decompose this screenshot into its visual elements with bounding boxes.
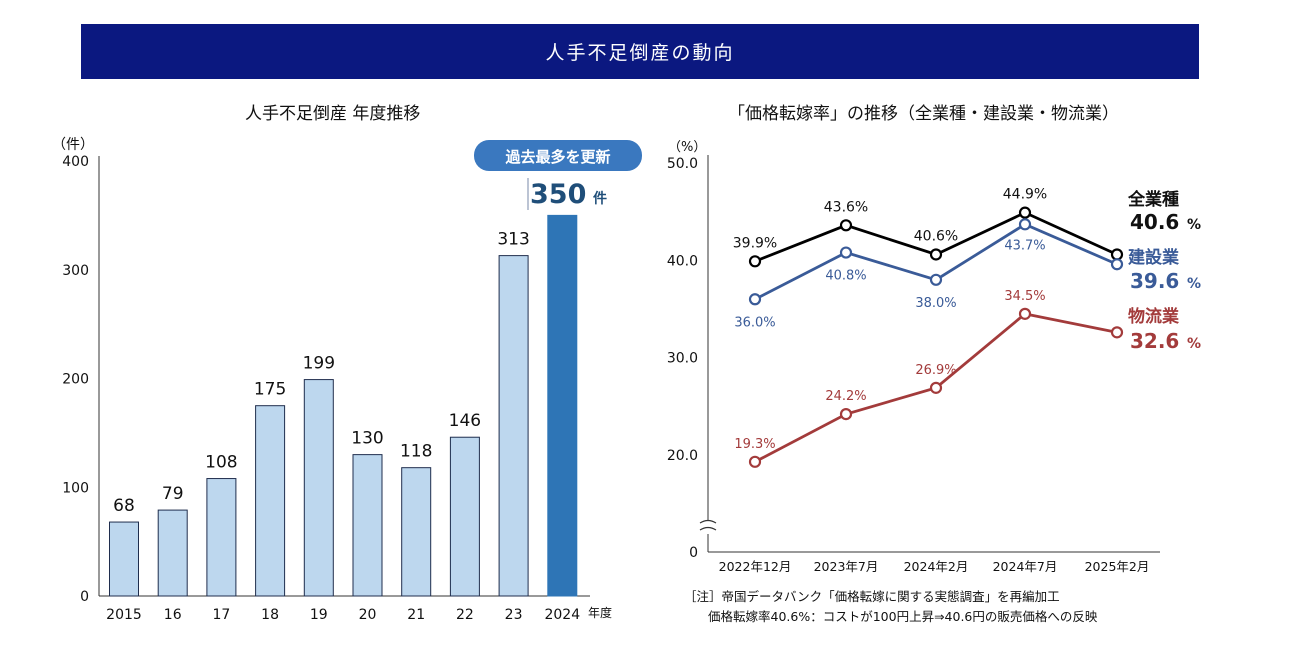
data-label: 40.6% bbox=[914, 228, 958, 244]
data-label: 40.8% bbox=[825, 269, 866, 284]
bar-18 bbox=[255, 405, 286, 597]
bar-value-label: 130 bbox=[351, 429, 383, 449]
record-badge-label: 過去最多を更新 bbox=[504, 148, 610, 166]
legend-name: 全業種 bbox=[1127, 189, 1179, 210]
legend-name: 建設業 bbox=[1128, 247, 1179, 268]
data-label: 39.9% bbox=[733, 235, 777, 251]
data-label: 38.0% bbox=[915, 296, 956, 311]
bar-21 bbox=[401, 467, 432, 597]
line-x-tick: 2022年12月 bbox=[719, 559, 792, 574]
legend-value: 32.6 bbox=[1130, 329, 1179, 353]
legend-name: 物流業 bbox=[1128, 306, 1179, 327]
bar-value-label: 68 bbox=[113, 496, 135, 516]
bar-2024 bbox=[547, 214, 578, 597]
bar-x-tick: 22 bbox=[456, 607, 474, 623]
record-badge bbox=[474, 140, 642, 171]
data-label: 26.9% bbox=[915, 363, 956, 378]
bar-x-tick: 18 bbox=[261, 607, 279, 623]
line-x-tick: 2024年2月 bbox=[904, 559, 969, 574]
line-y-tick: 0 bbox=[689, 545, 698, 561]
bar-x-tick: 20 bbox=[359, 607, 377, 623]
data-label: 19.3% bbox=[734, 437, 775, 452]
data-label: 44.9% bbox=[1003, 187, 1047, 203]
legend-unit: % bbox=[1187, 217, 1201, 233]
bar-19 bbox=[303, 379, 334, 597]
bar-17 bbox=[206, 478, 237, 597]
series-point bbox=[839, 408, 853, 421]
data-label: 34.5% bbox=[1004, 289, 1045, 304]
line-x-tick: 2025年2月 bbox=[1085, 559, 1150, 574]
bar-value-label: 79 bbox=[162, 484, 184, 504]
bar-22 bbox=[449, 436, 480, 597]
line-chart-title: 「価格転嫁率」の推移（全業種・建設業・物流業） bbox=[728, 104, 1119, 124]
bar-value-label: 108 bbox=[205, 453, 237, 473]
line-y-tick: 30.0 bbox=[667, 351, 698, 367]
bar-x-tick: 2024 bbox=[544, 607, 580, 623]
series-point bbox=[1018, 206, 1032, 219]
bar-value-label: 313 bbox=[497, 230, 529, 250]
bar-value-label: 118 bbox=[400, 442, 432, 462]
axis-break-icon bbox=[699, 519, 717, 531]
series-point bbox=[839, 246, 853, 259]
bar-y-tick: 400 bbox=[62, 154, 89, 170]
data-label: 43.6% bbox=[824, 199, 868, 215]
bar-2015 bbox=[109, 521, 139, 597]
bar-y-tick: 200 bbox=[62, 372, 89, 388]
series-point bbox=[1110, 248, 1124, 261]
bar-value-label: 146 bbox=[449, 411, 481, 431]
bar-y-tick: 100 bbox=[62, 480, 89, 496]
data-label: 24.2% bbox=[825, 389, 866, 404]
note-definition: 価格転嫁率40.6%：コストが100円上昇⇒40.6円の販売価格への反映 bbox=[708, 609, 1098, 624]
bar-16 bbox=[157, 509, 188, 597]
note-source: ［注］帝国データバンク「価格転嫁に関する実態調査」を再編加工 bbox=[684, 589, 1060, 604]
bar-23 bbox=[498, 255, 529, 597]
series-point bbox=[929, 273, 943, 286]
legend-value: 39.6 bbox=[1130, 269, 1179, 293]
series-point bbox=[1018, 307, 1032, 320]
series-point bbox=[748, 293, 762, 306]
bar-y-tick: 0 bbox=[80, 589, 89, 605]
series-point bbox=[839, 219, 853, 232]
series-point bbox=[748, 455, 762, 468]
line-y-unit: （%） bbox=[668, 140, 706, 155]
bar-x-tick: 19 bbox=[310, 607, 328, 623]
series-point bbox=[1018, 218, 1032, 231]
line-x-tick: 2024年7月 bbox=[993, 559, 1058, 574]
series-point bbox=[929, 381, 943, 394]
bar-x-tick: 16 bbox=[164, 607, 182, 623]
bar-x-tick: 23 bbox=[505, 607, 523, 623]
legend-unit: % bbox=[1187, 336, 1201, 352]
line-y-tick: 40.0 bbox=[667, 253, 698, 269]
bar-y-unit: （件） bbox=[52, 137, 94, 153]
bar-y-tick: 300 bbox=[62, 263, 89, 279]
legend-value: 40.6 bbox=[1130, 210, 1179, 234]
data-label: 43.7% bbox=[1004, 238, 1045, 253]
banner-title: 人手不足倒産の動向 bbox=[81, 24, 1199, 79]
series-point bbox=[748, 255, 762, 268]
bar-x-tick: 21 bbox=[407, 607, 425, 623]
line-y-tick: 20.0 bbox=[667, 448, 698, 464]
bar-20 bbox=[352, 454, 383, 597]
line-y-tick: 50.0 bbox=[667, 156, 698, 172]
line-x-tick: 2023年7月 bbox=[814, 559, 879, 574]
bar-value-label: 175 bbox=[254, 380, 286, 400]
series-point bbox=[1110, 258, 1124, 271]
bar-x-tick: 17 bbox=[212, 607, 230, 623]
bar-x-tick: 2015 bbox=[106, 607, 142, 623]
legend-unit: % bbox=[1187, 276, 1201, 292]
bar-chart-title: 人手不足倒産 年度推移 bbox=[245, 104, 421, 124]
series-point bbox=[1110, 326, 1124, 339]
highlight-value: 350 bbox=[530, 179, 586, 210]
data-label: 36.0% bbox=[734, 315, 775, 330]
bar-x-unit: 年度 bbox=[588, 605, 612, 620]
series-point bbox=[929, 248, 943, 261]
bar-value-label: 199 bbox=[303, 354, 335, 374]
highlight-unit: 件 bbox=[593, 190, 607, 207]
